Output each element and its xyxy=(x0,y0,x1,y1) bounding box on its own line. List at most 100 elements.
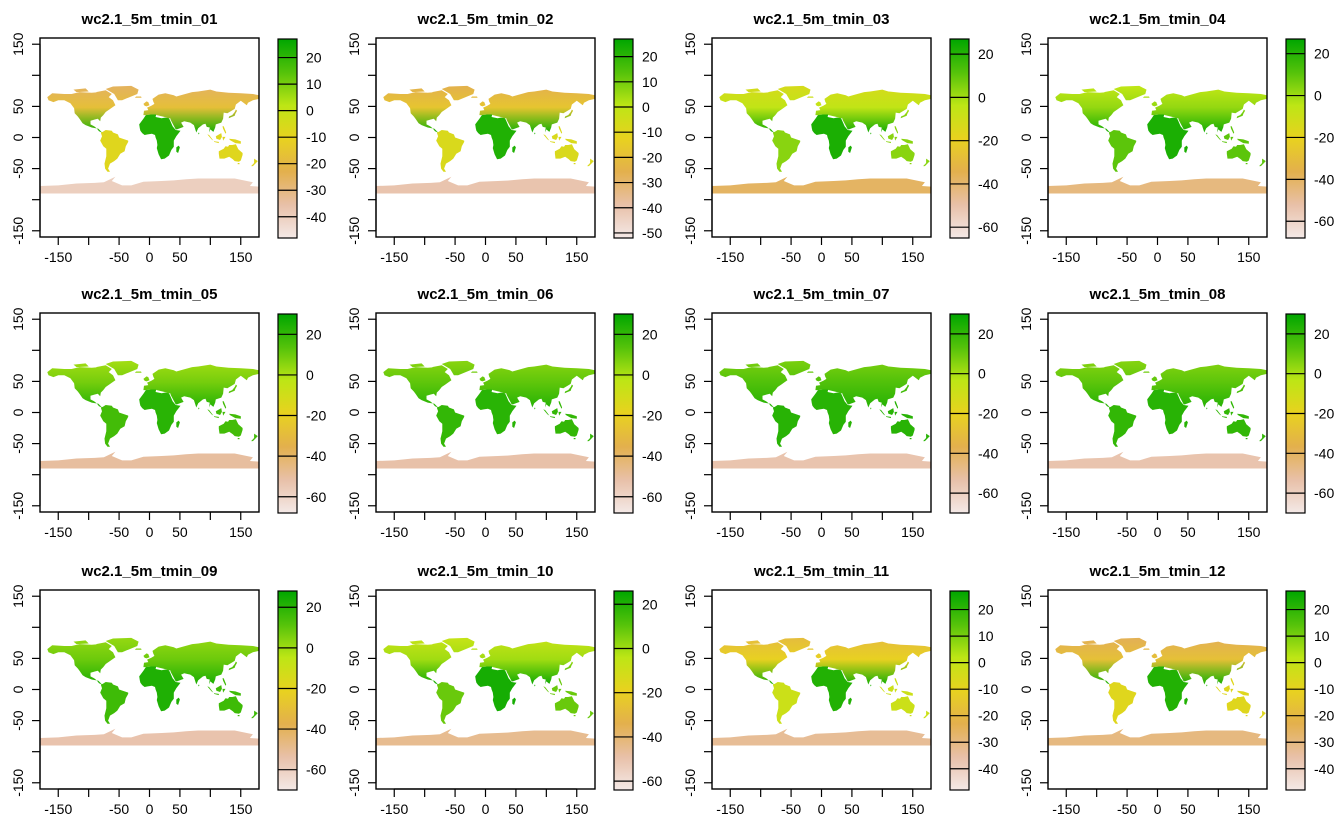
land-south xyxy=(1259,158,1266,167)
color-legend: 20 0 -20 -40 -60 xyxy=(1285,313,1334,514)
land-north xyxy=(806,371,814,373)
land-north xyxy=(134,96,142,98)
color-legend: 20 10 0 -10 -20 -30 -40 xyxy=(1285,590,1334,791)
land-south xyxy=(543,409,550,416)
land-north xyxy=(534,684,536,687)
legend-tick-label: 10 xyxy=(306,76,322,92)
x-tick-label: 50 xyxy=(1180,249,1196,265)
land-south xyxy=(923,158,930,167)
x-tick-label: 150 xyxy=(1237,524,1261,540)
legend-tick-label: -40 xyxy=(642,448,662,464)
legend-tick-label: -60 xyxy=(978,485,998,501)
land-south xyxy=(558,136,562,141)
land-south xyxy=(1230,126,1235,134)
land-north xyxy=(143,641,259,685)
map-area xyxy=(376,360,595,469)
land-africa xyxy=(848,420,852,428)
x-tick-label: -150 xyxy=(44,249,72,265)
legend-tick-label: -20 xyxy=(642,408,662,424)
plot-frame xyxy=(39,589,260,790)
land-south xyxy=(587,158,594,167)
x-tick-label: 50 xyxy=(1180,524,1196,540)
legend-tick-label: 0 xyxy=(1314,366,1322,382)
y-tick-label: -50 xyxy=(10,710,26,730)
x-tick-label: -150 xyxy=(380,801,408,817)
land-south xyxy=(222,411,226,416)
y-tick-label: 150 xyxy=(682,32,698,56)
plot-frame xyxy=(711,589,932,790)
land-north xyxy=(870,684,872,687)
land-south xyxy=(207,409,214,416)
land-south xyxy=(222,401,227,409)
legend-tick-label: 10 xyxy=(1314,628,1330,644)
land-north xyxy=(1055,644,1124,685)
land-south xyxy=(222,136,226,141)
legend-frame xyxy=(1285,590,1306,791)
panel-title: wc2.1_5m_tmin_04 xyxy=(1089,11,1227,28)
land-north xyxy=(768,365,784,374)
land-south xyxy=(237,715,240,717)
land-north xyxy=(1206,407,1208,410)
land-north xyxy=(745,363,761,368)
legend-tick-label: -20 xyxy=(978,406,998,422)
legend-tick-label: 0 xyxy=(306,103,314,119)
x-tick-label: -50 xyxy=(109,524,129,540)
land-north xyxy=(479,364,595,408)
map-panel: wc2.1_5m_tmin_06 -150 -50 0 50 150 150 50 0 -50 -1… xyxy=(346,286,662,540)
y-tick-label: 50 xyxy=(682,650,698,666)
land-africa xyxy=(811,666,853,712)
x-tick-label: 150 xyxy=(565,524,589,540)
land-south xyxy=(551,133,558,140)
y-tick-label: 0 xyxy=(682,133,698,141)
land-south xyxy=(251,433,258,442)
land-north xyxy=(815,89,931,133)
map-panel: wc2.1_5m_tmin_02 -150 -50 0 50 150 150 50 0 -50 -1… xyxy=(346,11,662,265)
land-antarctica xyxy=(376,176,595,194)
map-area xyxy=(1048,360,1267,469)
land-south xyxy=(886,141,891,144)
land-north xyxy=(719,367,788,408)
land-south xyxy=(772,405,801,447)
map-area xyxy=(40,85,259,194)
land-north xyxy=(479,376,486,382)
land-south xyxy=(229,413,241,419)
map-area xyxy=(376,637,595,746)
y-tick-label: -50 xyxy=(682,433,698,453)
land-south xyxy=(1230,411,1234,416)
y-tick-label: 0 xyxy=(346,133,362,141)
x-tick-label: -50 xyxy=(445,249,465,265)
land-south xyxy=(772,130,801,172)
land-south xyxy=(550,416,555,419)
land-south xyxy=(1245,438,1248,440)
x-tick-label: -150 xyxy=(1052,801,1080,817)
x-tick-label: 0 xyxy=(146,524,154,540)
x-tick-label: 50 xyxy=(508,249,524,265)
x-tick-label: -150 xyxy=(44,524,72,540)
legend-tick-label: 20 xyxy=(1314,602,1330,618)
land-south xyxy=(1223,133,1230,140)
legend-tick-label: -60 xyxy=(1314,485,1334,501)
color-legend: 20 0 -20 -40 -60 xyxy=(949,38,998,239)
land-africa xyxy=(475,114,517,160)
color-legend: 20 0 -20 -40 -60 xyxy=(949,313,998,514)
map-panel: wc2.1_5m_tmin_12 -150 -50 0 50 150 150 50 0 -50 -1… xyxy=(1018,563,1334,817)
y-tick-label: 50 xyxy=(346,98,362,114)
land-south xyxy=(1259,433,1266,442)
land-south xyxy=(887,408,894,415)
panel-title: wc2.1_5m_tmin_08 xyxy=(1089,286,1226,303)
y-tick-label: -50 xyxy=(682,710,698,730)
panel-title: wc2.1_5m_tmin_09 xyxy=(81,563,218,580)
land-north xyxy=(47,644,116,685)
land-north xyxy=(432,90,448,99)
legend-tick-label: 0 xyxy=(1314,655,1322,671)
y-tick-label: 50 xyxy=(1018,98,1034,114)
land-africa xyxy=(1184,697,1188,705)
land-south xyxy=(909,163,912,165)
land-north xyxy=(1236,384,1246,394)
land-north xyxy=(470,371,478,373)
land-south xyxy=(1215,409,1222,416)
y-tick-label: 150 xyxy=(346,307,362,331)
y-tick-label: -50 xyxy=(346,710,362,730)
x-tick-label: 0 xyxy=(1154,801,1162,817)
land-north xyxy=(96,365,112,374)
